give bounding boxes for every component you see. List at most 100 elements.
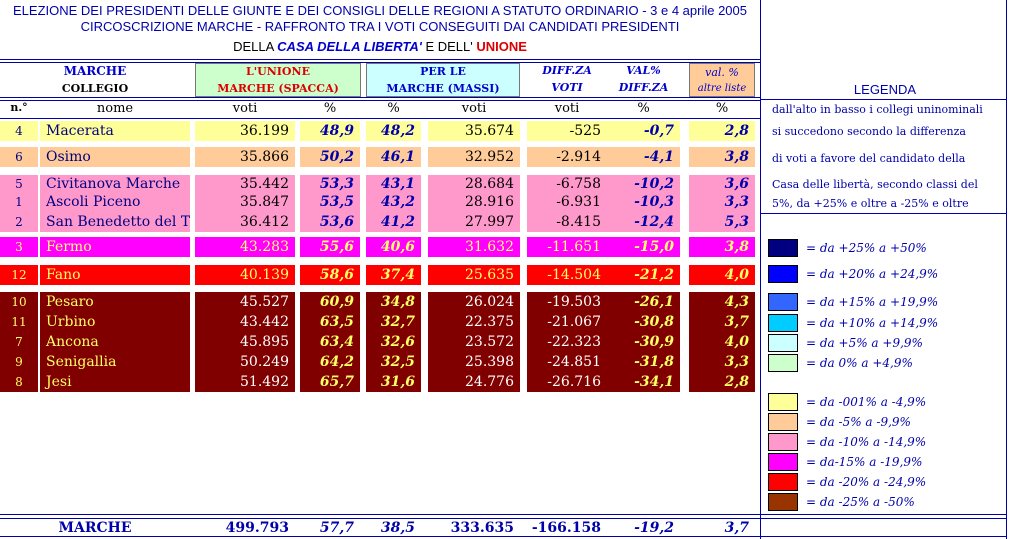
legend-label: = da-15% a -19,9% (806, 455, 923, 469)
row-p1: 58,6 (300, 265, 360, 285)
legend-swatch (768, 473, 798, 491)
row-v2: 32.952 (428, 147, 520, 167)
table-row: 5 Civitanova Marche 35.442 53,3 43,1 28.684 -6… (0, 175, 760, 193)
far-right-border (1006, 0, 1007, 539)
subhead-pct3: % (637, 101, 650, 116)
row-d: -6.758 (527, 175, 607, 193)
row-v1: 50.249 (195, 352, 295, 372)
row-n: 6 (0, 147, 38, 167)
perle-label: PER LE (420, 65, 466, 78)
row-nome: Senigallia (40, 352, 190, 372)
legend-label: = da -25% a -50% (806, 495, 915, 509)
row-p2: 41,2 (366, 211, 421, 232)
row-a: 2,8 (689, 372, 755, 392)
subhead-pct1: % (323, 101, 337, 116)
row-v1: 40.139 (195, 265, 295, 285)
subhead-pct2: % (387, 101, 400, 116)
legend-note: dall'alto in basso i collegi uninominali (772, 103, 983, 116)
row-p1: 53,3 (300, 175, 360, 193)
row-d: -21.067 (527, 312, 607, 332)
table-row: 3 Fermo 43.283 55,6 40,6 31.632 -11.651 -15,0 3,… (0, 237, 760, 257)
legend-label: = da +10% a +14,9% (806, 316, 939, 330)
legend-label: = da +20% a +24,9% (806, 267, 939, 281)
row-p2: 31,6 (366, 372, 421, 392)
row-n: 3 (0, 237, 38, 257)
col-perle-header: PER LE MARCHE (MASSI) (366, 63, 520, 97)
row-dp: -21,2 (607, 265, 680, 285)
header-rule-top-2 (0, 62, 760, 63)
row-dp: -10,2 (607, 175, 680, 193)
legend-swatch (768, 239, 798, 257)
table-row: 11 Urbino 43.442 63,5 32,7 22.375 -21.067 -30,8… (0, 312, 760, 332)
row-d: -24.851 (527, 352, 607, 372)
legend-swatch (768, 453, 798, 471)
altre-liste-label: altre liste (697, 83, 747, 94)
subhead-nome: nome (96, 101, 134, 116)
header-rule-bottom (0, 97, 760, 98)
row-p1: 53,5 (300, 193, 360, 211)
header-rule-bottom-2 (0, 100, 760, 101)
row-nome: Fano (40, 265, 190, 285)
total-row: MARCHE 499.793 57,7 38,5 333.635 -166.15… (0, 519, 760, 536)
table-row: 4 Macerata 36.199 48,9 48,2 35.674 -525 -0,7 2,8 (0, 121, 760, 141)
row-dp: -26,1 (607, 292, 680, 312)
row-d: -22.323 (527, 332, 607, 352)
perle-sub-label: MARCHE (MASSI) (386, 82, 500, 95)
total-rule-bottom (0, 536, 1006, 537)
col-marche-header: MARCHE COLLEGIO (0, 63, 190, 97)
table-row: 7 Ancona 45.895 63,4 32,6 23.572 -22.323 -30,9 4… (0, 332, 760, 352)
table-row: 6 Osimo 35.866 50,2 46,1 32.952 -2.914 -4,1 3,8 (0, 147, 760, 167)
total-rule-top-2 (0, 518, 1006, 519)
row-nome: Ascoli Piceno (40, 193, 190, 211)
row-v2: 28.684 (428, 175, 520, 193)
row-d: -26.716 (527, 372, 607, 392)
row-v1: 35.847 (195, 193, 295, 211)
row-n: 12 (0, 265, 38, 285)
row-dp: -0,7 (607, 121, 680, 141)
row-d: -2.914 (527, 147, 607, 167)
row-a: 3,7 (689, 312, 755, 332)
row-dp: -15,0 (607, 237, 680, 257)
row-p1: 48,9 (300, 121, 360, 141)
title-line-1: ELEZIONE DEI PRESIDENTI DELLE GIUNTE E D… (13, 3, 747, 18)
row-nome: Fermo (40, 237, 190, 257)
row-v2: 22.375 (428, 312, 520, 332)
table-row: 2 San Benedetto del Tr 36.412 53,6 41,2 27.99… (0, 211, 760, 232)
legend-label: = da -5% a -9,9% (806, 415, 911, 429)
subheader-row: n.° nome voti % % voti voti % % (0, 101, 760, 118)
row-a: 2,8 (689, 121, 755, 141)
total-rule-top (0, 514, 1006, 515)
table-row: 10 Pesaro 45.527 60,9 34,8 26.024 -19.503 -26,1… (0, 292, 760, 312)
row-n: 7 (0, 332, 38, 352)
row-p2: 37,4 (366, 265, 421, 285)
row-p2: 32,7 (366, 312, 421, 332)
row-v2: 24.776 (428, 372, 520, 392)
row-v1: 36.412 (195, 211, 295, 232)
diff-voti-label: VOTI (551, 81, 583, 94)
unione-label: L'UNIONE (246, 65, 310, 78)
row-a: 3,6 (689, 175, 755, 193)
table-row: 1 Ascoli Piceno 35.847 53,5 43,2 28.916 -6.931… (0, 193, 760, 211)
total-dp: -19,2 (634, 519, 674, 536)
row-v1: 35.442 (195, 175, 295, 193)
legend-swatch (768, 314, 798, 332)
row-d: -14.504 (527, 265, 607, 285)
total-d: -166.158 (531, 519, 601, 536)
title-della: DELLA (233, 39, 278, 54)
row-v1: 43.283 (195, 237, 295, 257)
row-p1: 64,2 (300, 352, 360, 372)
legend-label: = da -001% a -4,9% (806, 395, 927, 409)
legend-label: = da +15% a +19,9% (806, 295, 939, 309)
legend-swatch (768, 334, 798, 352)
row-n: 10 (0, 292, 38, 312)
row-n: 9 (0, 352, 38, 372)
row-p2: 32,5 (366, 352, 421, 372)
row-v2: 31.632 (428, 237, 520, 257)
legend-rule (761, 99, 1006, 100)
row-nome: Osimo (40, 147, 190, 167)
total-a: 3,7 (724, 519, 749, 536)
row-a: 5,3 (689, 211, 755, 232)
row-nome: Macerata (40, 121, 190, 141)
total-p1: 57,7 (319, 519, 354, 536)
row-d: -8.415 (527, 211, 607, 232)
